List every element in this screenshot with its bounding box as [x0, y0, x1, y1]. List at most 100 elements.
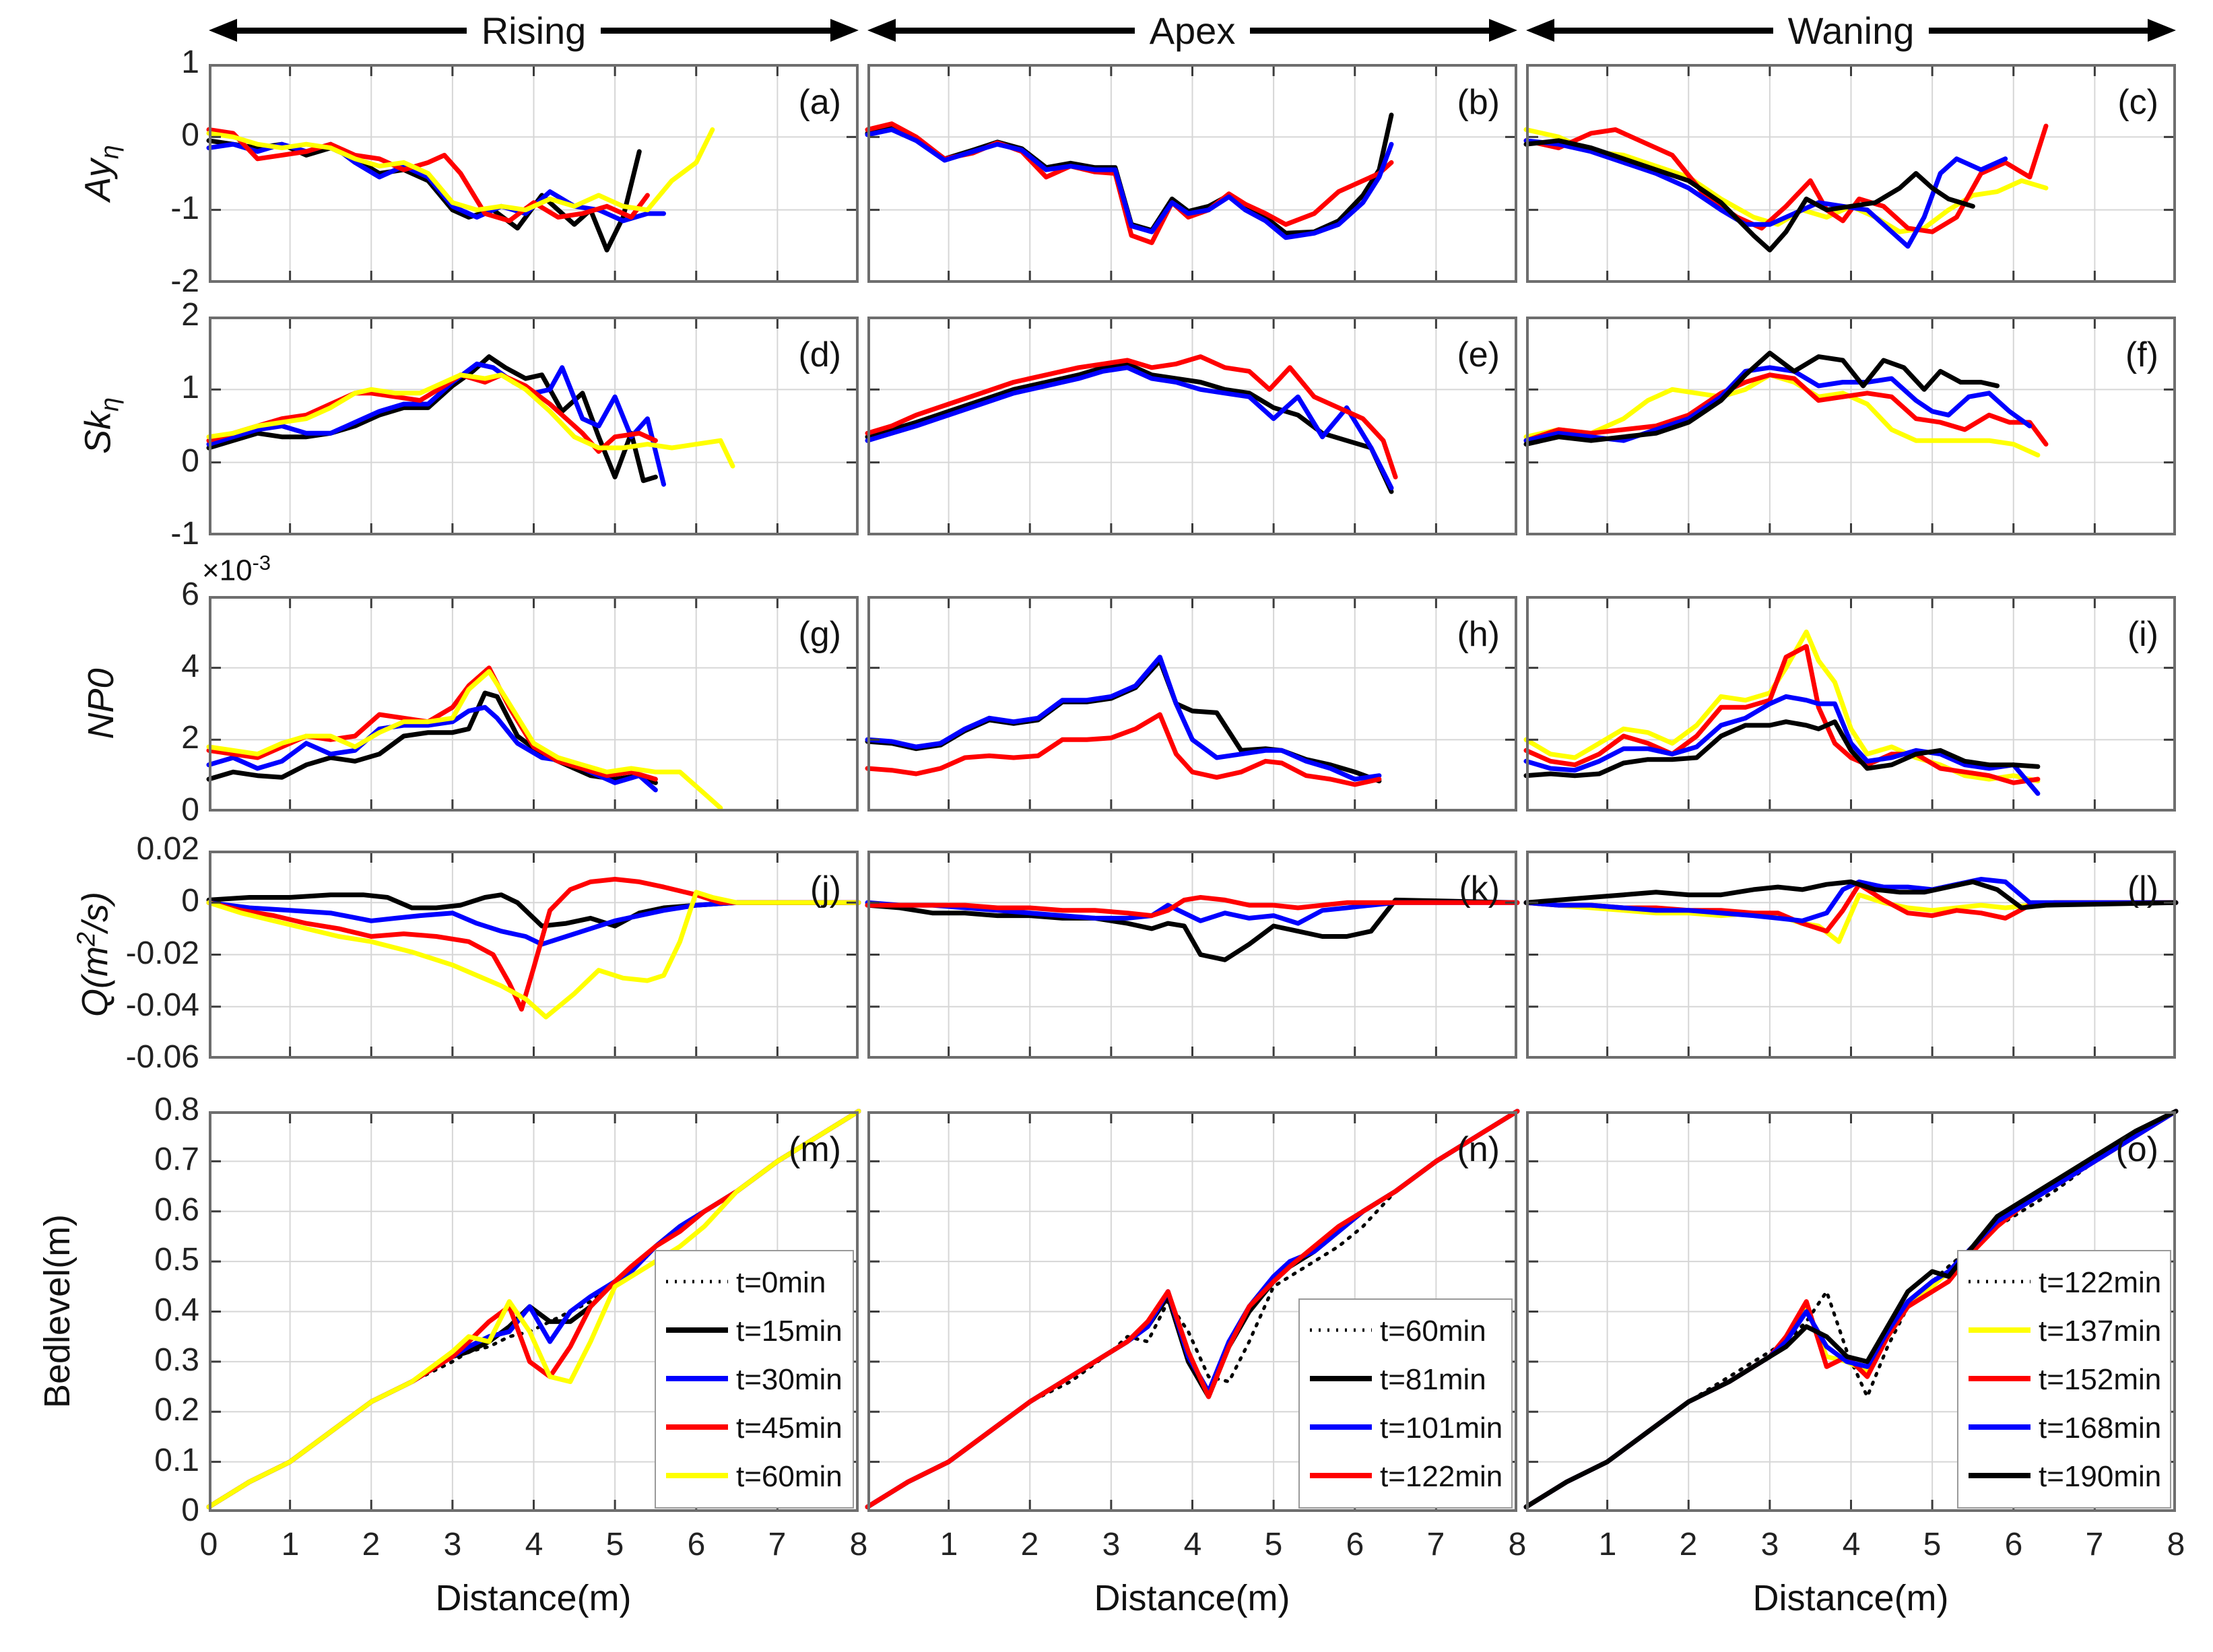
- x-axis-label: Distance(m): [1094, 1578, 1290, 1618]
- arrow-left-icon: [1526, 19, 1554, 42]
- panel-c: (c): [1523, 64, 2176, 283]
- panel-m: (m) t=0min t=15min t=30min t=45min t=60min: [206, 1109, 861, 1512]
- series-t=45min: [206, 877, 861, 1012]
- series-t=190min: [1523, 879, 2179, 911]
- legend-label: t=101min: [1380, 1412, 1502, 1445]
- series-t=60min: [865, 1109, 1519, 1509]
- y-tick-label: 0: [181, 792, 199, 828]
- y-tick-label: 2: [181, 720, 199, 756]
- panel-letter: (b): [1457, 83, 1500, 122]
- y-tick-label: 0.5: [154, 1242, 199, 1278]
- series-t=101min: [865, 900, 1520, 926]
- x-axis-label: Distance(m): [435, 1578, 632, 1618]
- x-tick-label: 4: [1183, 1527, 1202, 1562]
- legend-label: t=122min: [2039, 1266, 2161, 1299]
- series-t=122min: [865, 712, 1382, 787]
- legend-label: t=152min: [2039, 1363, 2161, 1396]
- panel-letter: (f): [2125, 335, 2158, 374]
- y-tick-label: 6: [181, 576, 199, 612]
- x-tick-label: 4: [525, 1527, 543, 1562]
- series-t=45min: [206, 127, 650, 224]
- phase-header-waning: Waning: [1526, 9, 2177, 52]
- series-t=152min: [1523, 123, 2049, 234]
- x-tick-label: 8: [849, 1527, 868, 1562]
- legend-label: t=168min: [2039, 1412, 2161, 1445]
- series-t=190min: [1523, 138, 1975, 253]
- legend-label: t=137min: [2039, 1315, 2161, 1348]
- series-t=122min: [1524, 1109, 2178, 1509]
- x-tick-label: 8: [2167, 1527, 2185, 1562]
- x-tick-label: 3: [1102, 1527, 1121, 1562]
- series-t=101min: [865, 365, 1394, 491]
- series-t=152min: [1523, 372, 2049, 447]
- series-t=137min: [1523, 372, 2041, 458]
- panel-letter: (h): [1457, 615, 1500, 654]
- y-tick-label: 0.8: [154, 1092, 199, 1127]
- y-tick-label: 4: [181, 649, 199, 684]
- y-tick-label: 2: [181, 297, 199, 333]
- x-tick-label: 7: [2085, 1527, 2104, 1562]
- series-t=101min: [865, 127, 1394, 240]
- panel-letter: (i): [2127, 615, 2158, 654]
- series-t=190min: [1523, 1109, 2179, 1510]
- panel-letter: (d): [798, 335, 841, 374]
- series-t=168min: [1523, 694, 2041, 796]
- panel-letter: (e): [1457, 335, 1500, 374]
- x-tick-label: 1: [939, 1527, 958, 1562]
- arrow-line: [601, 27, 830, 34]
- panel-j: (j): [206, 851, 861, 1059]
- series-t=60min: [206, 372, 735, 469]
- series-t=15min: [206, 892, 861, 929]
- y-tick-label: -1: [170, 516, 199, 552]
- y-tick-label: 0.1: [154, 1443, 199, 1478]
- x-tick-label: 4: [1842, 1527, 1861, 1562]
- phase-header-apex: Apex: [867, 9, 1518, 52]
- panel-l: (l): [1523, 851, 2179, 1059]
- panel-letter: (c): [2117, 83, 2158, 122]
- series-t=168min: [1523, 138, 2008, 249]
- x-tick-label: 6: [687, 1527, 706, 1562]
- legend-label: t=60min: [736, 1460, 843, 1493]
- arrow-left-icon: [209, 19, 237, 42]
- arrow-line: [237, 27, 467, 34]
- y-tick-label: 0.2: [154, 1392, 199, 1428]
- phase-header-rising: Rising: [209, 9, 859, 52]
- x-axis-label: Distance(m): [1752, 1578, 1949, 1618]
- panel-h: (h): [865, 596, 1517, 812]
- y-tick-label: 1: [181, 44, 199, 80]
- series-t=122min: [865, 895, 1520, 919]
- series-t=137min: [1523, 892, 2179, 944]
- panel-b: (b): [865, 64, 1517, 283]
- y-tick-label: 0.6: [154, 1192, 199, 1228]
- axis-exponent-label: ×10-3: [202, 551, 271, 587]
- legend-label: t=122min: [1380, 1460, 1502, 1493]
- arrow-line: [896, 27, 1135, 34]
- legend-label: t=15min: [736, 1315, 843, 1348]
- legend-label: t=30min: [736, 1363, 843, 1396]
- panel-a: (a): [206, 64, 859, 283]
- series-t=81min: [865, 897, 1520, 962]
- panel-letter: (o): [2115, 1130, 2158, 1169]
- series-t=15min: [206, 354, 658, 484]
- panel-letter: (n): [1457, 1130, 1500, 1169]
- y-tick-label: 0: [181, 883, 199, 919]
- panel-letter: (m): [789, 1130, 841, 1169]
- x-tick-label: 8: [1508, 1527, 1527, 1562]
- x-tick-label: 6: [2004, 1527, 2023, 1562]
- series-t=122min: [865, 354, 1398, 480]
- series-t=190min: [1523, 719, 2041, 779]
- legend-label: t=190min: [2039, 1460, 2161, 1493]
- x-tick-label: 5: [1923, 1527, 1942, 1562]
- panel-letter: (l): [2127, 869, 2158, 908]
- arrow-line: [1929, 27, 2148, 34]
- series-t=168min: [1523, 877, 2179, 923]
- series-t=60min: [206, 890, 861, 1020]
- y-tick-label: 0: [181, 443, 199, 479]
- panel-letter: (j): [810, 869, 841, 908]
- series-t=122min: [865, 1109, 1520, 1510]
- series-t=30min: [206, 361, 666, 487]
- y-tick-label: 0: [181, 117, 199, 153]
- x-tick-label: 2: [1020, 1527, 1039, 1562]
- x-tick-label: 0: [199, 1527, 218, 1562]
